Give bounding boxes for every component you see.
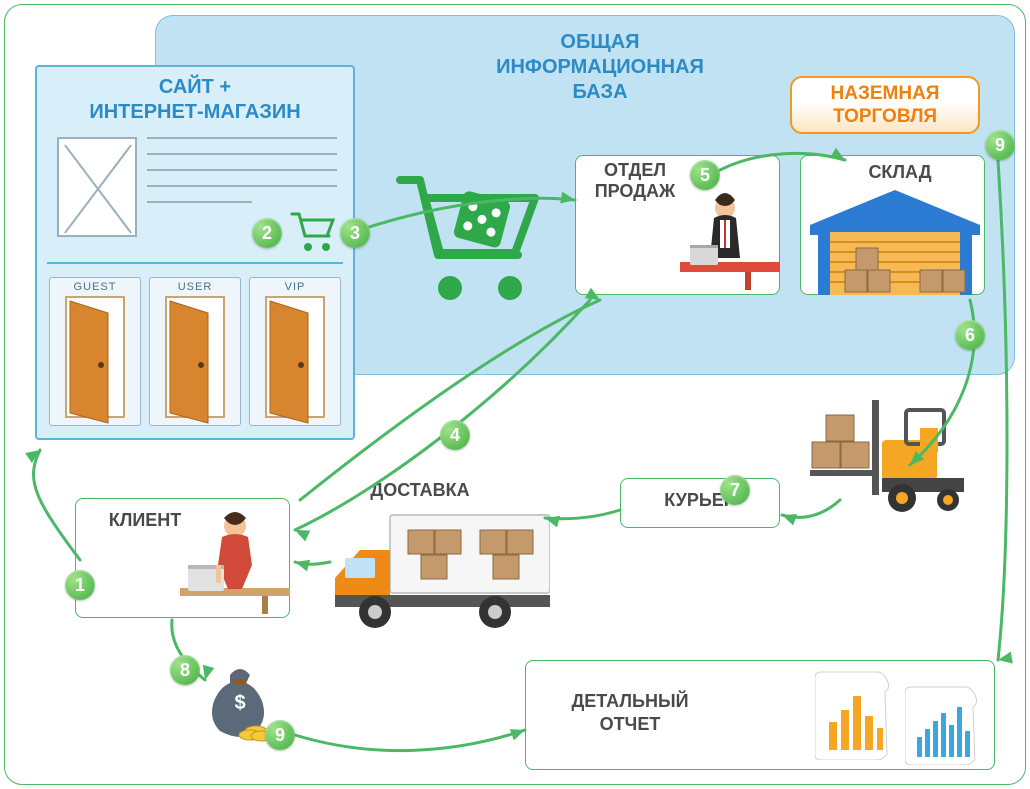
node-delivery-title: ДОСТАВКА bbox=[340, 480, 500, 501]
wireframe-image-placeholder bbox=[57, 137, 137, 237]
door-vip: VIP bbox=[249, 277, 341, 426]
cart-small-icon bbox=[290, 210, 340, 255]
door-label: USER bbox=[150, 281, 240, 293]
door-label: GUEST bbox=[50, 281, 140, 293]
step-badge-9: 9 bbox=[265, 720, 295, 750]
step-badge-4: 4 bbox=[440, 420, 470, 450]
forklift-icon bbox=[810, 400, 970, 515]
report-chart-orange-icon bbox=[815, 670, 895, 760]
site-title: САЙТ +ИНТЕРНЕТ-МАГАЗИН bbox=[37, 75, 353, 125]
node-sales-title: ОТДЕЛПРОДАЖ bbox=[580, 160, 690, 202]
ground-trade-box: НАЗЕМНАЯТОРГОВЛЯ bbox=[790, 76, 980, 134]
step-badge-5: 5 bbox=[690, 160, 720, 190]
svg-text:$: $ bbox=[234, 692, 245, 714]
door-icon bbox=[56, 295, 134, 425]
node-report-title: ДЕТАЛЬНЫЙОТЧЕТ bbox=[545, 690, 715, 737]
step-badge-3: 3 bbox=[340, 218, 370, 248]
doors-row: GUEST USER VIP bbox=[49, 277, 341, 426]
door-icon bbox=[156, 295, 234, 425]
door-guest: GUEST bbox=[49, 277, 141, 426]
node-courier-title: КУРЬЕР bbox=[620, 490, 780, 511]
salesman-icon bbox=[680, 190, 780, 290]
warehouse-icon bbox=[810, 190, 980, 295]
report-chart-blue-icon bbox=[905, 685, 983, 765]
cart-big-icon bbox=[395, 170, 545, 310]
door-label: VIP bbox=[250, 281, 340, 293]
step-badge-2: 2 bbox=[252, 218, 282, 248]
door-user: USER bbox=[149, 277, 241, 426]
step-badge-8: 8 bbox=[170, 655, 200, 685]
step-badge-7: 7 bbox=[720, 475, 750, 505]
site-divider bbox=[47, 262, 343, 264]
step-badge-1: 1 bbox=[65, 570, 95, 600]
step-badge-9: 9 bbox=[985, 130, 1015, 160]
door-icon bbox=[256, 295, 334, 425]
truck-icon bbox=[330, 500, 550, 630]
node-warehouse-title: СКЛАД bbox=[840, 162, 960, 183]
client-icon bbox=[180, 510, 290, 615]
step-badge-6: 6 bbox=[955, 320, 985, 350]
info-base-title: ОБЩАЯИНФОРМАЦИОННАЯБАЗА bbox=[460, 30, 740, 105]
